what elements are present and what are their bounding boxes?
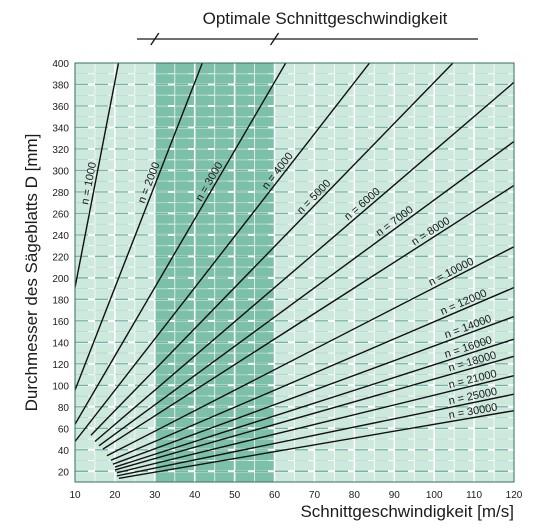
y-tick-label: 360	[52, 102, 69, 113]
grid	[75, 63, 514, 482]
y-tick-label: 200	[52, 274, 69, 285]
curve-line-n-12000	[110, 286, 514, 461]
curve-line-n-2000	[75, 63, 203, 391]
x-tick-label: 110	[466, 490, 482, 501]
y-tick-label: 400	[52, 59, 69, 70]
y-tick-label: 160	[52, 317, 69, 328]
x-tick-label: 40	[189, 490, 201, 501]
y-tick-label: 40	[58, 446, 70, 457]
plot-frame	[74, 62, 515, 483]
curve-line-n-21000	[116, 374, 514, 474]
curve-line-n-1000	[75, 63, 120, 288]
curve-line-n-4000	[75, 63, 371, 442]
y-tick-label: 240	[52, 231, 69, 242]
x-tick-label: 100	[426, 490, 443, 501]
y-tick-label: 300	[52, 166, 69, 177]
y-tick-label: 280	[52, 188, 69, 199]
curve-line-n-16000	[114, 338, 514, 468]
x-axis-label: Schnittgeschwindigkeit [m/s]	[300, 502, 514, 521]
curve-line-n-8000	[102, 184, 514, 450]
y-tick-label: 220	[52, 252, 69, 263]
axes: 10 20 30 40 50 60 70 80 90 100 110 120 20 40 60 80 100 12…	[22, 59, 523, 521]
curve-line-n-7000	[98, 140, 514, 447]
y-tick-label: 140	[52, 338, 69, 349]
header: Optimale Schnittgeschwindigkeit	[137, 9, 478, 46]
x-tick-label: 60	[269, 490, 281, 501]
header-range-marker	[269, 32, 280, 46]
y-tick-label: 60	[58, 424, 70, 435]
x-tick-label: 90	[389, 490, 401, 501]
curve-line-n-30000	[118, 409, 514, 480]
curve-line-n-10000	[106, 246, 514, 457]
x-tick-label: 80	[349, 490, 361, 501]
curve-line-n-18000	[114, 355, 514, 471]
y-tick-label: 100	[52, 381, 69, 392]
curves	[75, 63, 514, 480]
y-tick-label: 260	[52, 209, 69, 220]
x-tick-label: 20	[109, 490, 121, 501]
curve-line-n-3000	[75, 63, 287, 425]
x-tick-label: 50	[229, 490, 241, 501]
y-tick-label: 120	[52, 360, 69, 371]
header-range-marker	[150, 32, 160, 46]
y-tick-label: 380	[52, 80, 69, 91]
curve-line-n-5000	[90, 63, 454, 436]
curve-line-n-14000	[112, 315, 514, 465]
x-tick-label: 30	[149, 490, 161, 501]
curve-line-n-25000	[116, 393, 514, 477]
header-title: Optimale Schnittgeschwindigkeit	[203, 9, 448, 28]
y-tick-label: 80	[58, 403, 70, 414]
y-tick-label: 20	[58, 467, 70, 478]
y-tick-label: 340	[52, 123, 69, 134]
x-tick-label: 120	[506, 490, 523, 501]
curve-line-n-6000	[94, 81, 514, 443]
x-tick-label: 70	[309, 490, 321, 501]
x-tick-label: 10	[69, 490, 81, 501]
y-tick-label: 320	[52, 145, 69, 156]
y-tick-label: 180	[52, 295, 69, 306]
y-axis-label: Durchmesser des Sägeblatts D [mm]	[22, 134, 41, 412]
